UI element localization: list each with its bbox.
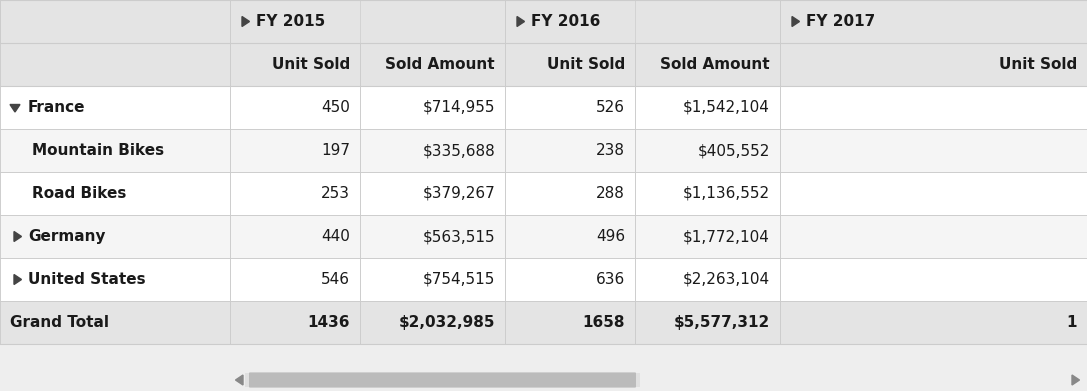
Text: Mountain Bikes: Mountain Bikes [32, 143, 164, 158]
Bar [230, 301, 360, 344]
Text: FY 2016: FY 2016 [532, 14, 600, 29]
Bar [360, 43, 505, 86]
Text: Unit Sold: Unit Sold [547, 57, 625, 72]
Bar [505, 0, 780, 43]
Polygon shape [1072, 375, 1079, 385]
Bar [780, 86, 1087, 129]
Text: 1: 1 [1066, 315, 1077, 330]
Text: Germany: Germany [28, 229, 105, 244]
Bar [505, 172, 635, 215]
Bar [230, 86, 360, 129]
Text: 288: 288 [596, 186, 625, 201]
Bar [230, 258, 360, 301]
Text: 636: 636 [596, 272, 625, 287]
Text: France: France [28, 100, 86, 115]
Bar [505, 215, 635, 258]
Text: $714,955: $714,955 [423, 100, 495, 115]
Bar [230, 129, 360, 172]
Bar [780, 129, 1087, 172]
Bar [230, 0, 505, 43]
Text: $2,032,985: $2,032,985 [399, 315, 495, 330]
Bar [0, 172, 230, 215]
Text: Road Bikes: Road Bikes [32, 186, 126, 201]
Bar [0, 129, 230, 172]
Bar [635, 258, 780, 301]
Bar [360, 215, 505, 258]
Bar [635, 215, 780, 258]
Text: 1436: 1436 [308, 315, 350, 330]
Bar [635, 129, 780, 172]
Text: 238: 238 [596, 143, 625, 158]
Bar [230, 43, 360, 86]
Text: $5,577,312: $5,577,312 [674, 315, 770, 330]
Text: FY 2017: FY 2017 [805, 14, 875, 29]
Text: $1,542,104: $1,542,104 [683, 100, 770, 115]
Bar [360, 301, 505, 344]
Bar [245, 373, 640, 387]
Polygon shape [10, 104, 20, 112]
Text: $405,552: $405,552 [698, 143, 770, 158]
Text: $1,772,104: $1,772,104 [683, 229, 770, 244]
Bar [360, 172, 505, 215]
Bar [230, 172, 360, 215]
Bar [780, 215, 1087, 258]
Bar [505, 129, 635, 172]
Text: $379,267: $379,267 [422, 186, 495, 201]
Text: 197: 197 [321, 143, 350, 158]
Bar [0, 258, 230, 301]
Bar [635, 43, 780, 86]
Bar [0, 86, 230, 129]
Bar [505, 258, 635, 301]
Bar [635, 86, 780, 129]
Bar [0, 43, 230, 86]
Bar [360, 129, 505, 172]
Bar [505, 301, 635, 344]
Text: $335,688: $335,688 [422, 143, 495, 158]
Bar [780, 0, 1087, 43]
Text: 546: 546 [321, 272, 350, 287]
Polygon shape [236, 375, 243, 385]
Bar [360, 258, 505, 301]
Polygon shape [242, 16, 250, 27]
Text: Unit Sold: Unit Sold [272, 57, 350, 72]
Text: 496: 496 [596, 229, 625, 244]
Text: Unit Sold: Unit Sold [999, 57, 1077, 72]
Text: $2,263,104: $2,263,104 [683, 272, 770, 287]
Text: Grand Total: Grand Total [10, 315, 109, 330]
Text: $754,515: $754,515 [423, 272, 495, 287]
Bar [780, 43, 1087, 86]
Text: FY 2015: FY 2015 [257, 14, 325, 29]
Bar [505, 86, 635, 129]
Bar [360, 86, 505, 129]
Bar [780, 258, 1087, 301]
Text: $563,515: $563,515 [423, 229, 495, 244]
Polygon shape [792, 16, 800, 27]
Bar [0, 0, 230, 43]
Text: Sold Amount: Sold Amount [386, 57, 495, 72]
Text: 440: 440 [321, 229, 350, 244]
Text: $1,136,552: $1,136,552 [683, 186, 770, 201]
Bar [780, 172, 1087, 215]
Polygon shape [14, 231, 22, 242]
Polygon shape [517, 16, 525, 27]
Text: 1658: 1658 [583, 315, 625, 330]
Bar [0, 215, 230, 258]
Bar [0, 301, 230, 344]
Text: 253: 253 [321, 186, 350, 201]
Bar [635, 301, 780, 344]
Bar [635, 172, 780, 215]
Bar [0, 369, 1087, 391]
Polygon shape [14, 274, 22, 285]
FancyBboxPatch shape [249, 372, 636, 387]
Text: 526: 526 [596, 100, 625, 115]
Text: Sold Amount: Sold Amount [661, 57, 770, 72]
Text: 450: 450 [321, 100, 350, 115]
Bar [505, 43, 635, 86]
Text: United States: United States [28, 272, 146, 287]
Bar [230, 215, 360, 258]
Bar [780, 301, 1087, 344]
